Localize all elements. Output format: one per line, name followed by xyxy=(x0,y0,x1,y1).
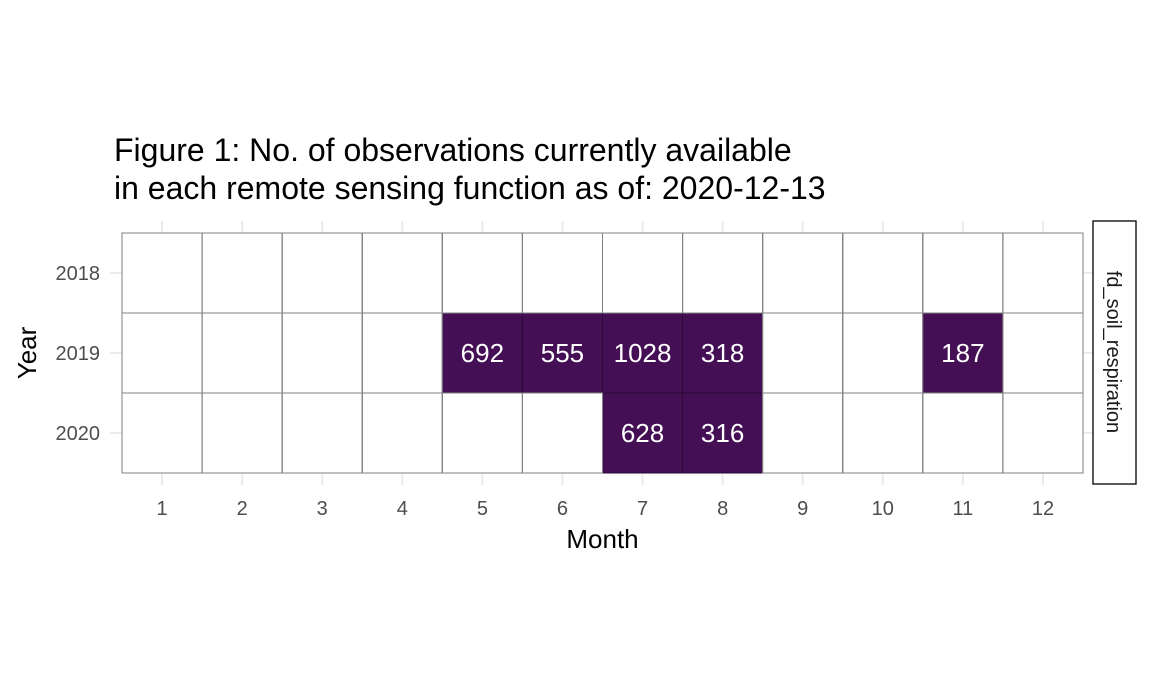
heatmap-cell xyxy=(441,392,523,474)
heatmap-cell xyxy=(521,392,604,474)
data-label: 555 xyxy=(541,338,584,368)
heatmap-cell xyxy=(121,312,203,394)
x-tick-label: 6 xyxy=(557,498,568,520)
heatmap-cell xyxy=(922,392,1004,474)
y-tick-label: 2018 xyxy=(56,263,101,285)
cell-border xyxy=(1002,392,1084,474)
heatmap-cell xyxy=(361,312,443,394)
heatmap-cell xyxy=(281,392,363,474)
x-tick-label: 10 xyxy=(872,498,894,520)
heatmap-cell xyxy=(201,392,283,474)
cell-border xyxy=(521,392,604,474)
x-tick-label: 1 xyxy=(156,498,167,520)
heatmap-cell xyxy=(602,392,684,474)
heatmap-cell xyxy=(201,312,283,394)
data-label: 628 xyxy=(621,418,664,448)
heatmap-cell xyxy=(361,232,443,314)
x-tick-label: 9 xyxy=(797,498,808,520)
y-axis-title: Year xyxy=(12,326,42,379)
heatmap-cell xyxy=(1002,392,1084,474)
heatmap-cell xyxy=(762,392,844,474)
chart-title-line-1: Figure 1: No. of observations currently … xyxy=(114,132,792,168)
heatmap-cell xyxy=(121,392,203,474)
x-tick-label: 4 xyxy=(397,498,408,520)
heatmap-cell xyxy=(521,232,604,314)
heatmap-cell xyxy=(201,232,283,314)
heatmap-cell xyxy=(121,232,203,314)
data-label: 692 xyxy=(461,338,504,368)
heatmap-cell xyxy=(922,232,1004,314)
heatmap-cell xyxy=(762,232,844,314)
heatmap-cell xyxy=(1002,232,1084,314)
heatmap-cell xyxy=(441,232,523,314)
x-tick-label: 2 xyxy=(237,498,248,520)
x-axis-title: Month xyxy=(566,524,638,554)
data-label: 1028 xyxy=(614,338,672,368)
chart-title-line-2: in each remote sensing function as of: 2… xyxy=(114,170,826,206)
y-tick-label: 2020 xyxy=(56,423,101,445)
y-tick-label: 2019 xyxy=(56,343,101,365)
heatmap-cell xyxy=(922,312,1004,394)
x-tick-label: 11 xyxy=(952,498,973,520)
heatmap-cell xyxy=(281,312,363,394)
heatmap-cell xyxy=(682,232,764,314)
heatmap-cell xyxy=(842,232,924,314)
heatmap-cell xyxy=(762,312,844,394)
heatmap-cell xyxy=(842,312,924,394)
heatmap-cell xyxy=(602,232,684,314)
x-tick-label: 3 xyxy=(317,498,328,520)
x-tick-label: 5 xyxy=(477,498,488,520)
heatmap-cell xyxy=(1002,312,1084,394)
data-label: 316 xyxy=(701,418,744,448)
heatmap-cell xyxy=(281,232,363,314)
heatmap-cell xyxy=(361,392,443,474)
x-tick-label: 8 xyxy=(717,498,728,520)
data-label: 318 xyxy=(701,338,744,368)
facet-label: fd_soil_respiration xyxy=(1102,271,1124,433)
x-tick-label: 12 xyxy=(1032,498,1054,520)
data-label: 187 xyxy=(941,338,984,368)
x-tick-label: 7 xyxy=(637,498,648,520)
heatmap-cell xyxy=(842,392,924,474)
facet-strip xyxy=(1092,220,1137,485)
